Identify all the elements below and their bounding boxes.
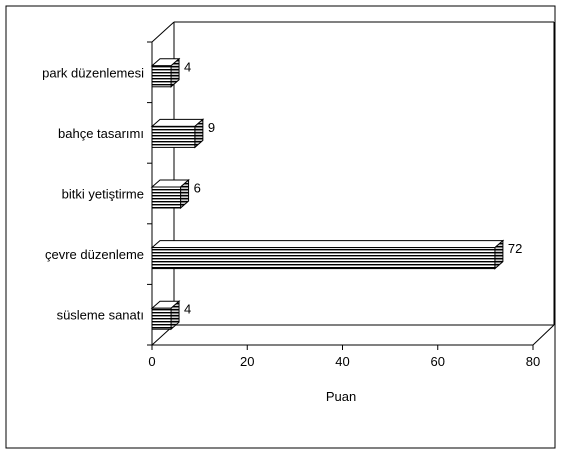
side-wall-top <box>151 21 175 43</box>
labels: park düzenlemesi 4 bahçe tasarımı 9 bitki ye… <box>42 59 522 322</box>
category-label: bahçe tasarımı <box>58 126 144 141</box>
category-label: çevre düzenleme <box>45 247 144 262</box>
bar-front-face <box>151 125 196 148</box>
x-tick-label: 80 <box>526 354 540 369</box>
data-label: 4 <box>184 302 191 317</box>
data-label: 4 <box>184 59 191 74</box>
bar-front-face <box>151 186 182 209</box>
category-label: park düzenlemesi <box>42 65 144 80</box>
data-label: 72 <box>508 241 522 256</box>
plot-frame <box>151 21 555 346</box>
x-axis-title: Puan <box>326 389 356 404</box>
bar-front-face <box>151 307 172 330</box>
x-tick-label: 20 <box>240 354 254 369</box>
bar <box>150 239 505 270</box>
category-label: süsleme sanatı <box>57 308 144 323</box>
floor-right-edge <box>532 324 555 346</box>
x-tick-label: 0 <box>148 354 155 369</box>
x-axis-ticks: 0 20 40 60 80 <box>148 345 540 369</box>
x-tick-label: 40 <box>335 354 349 369</box>
bar-top-face <box>150 240 505 249</box>
x-tick-label: 60 <box>431 354 445 369</box>
y-axis-ticks <box>147 41 152 346</box>
bars <box>150 57 505 331</box>
data-label: 9 <box>208 120 215 135</box>
bar-front-face <box>151 65 172 88</box>
bar <box>150 57 181 88</box>
category-label: bitki yetiştirme <box>62 187 144 202</box>
bar-front-face <box>151 247 496 270</box>
bar <box>150 178 190 210</box>
data-label: 6 <box>194 181 201 196</box>
bar <box>150 118 205 149</box>
bar <box>150 300 181 331</box>
bar-top-face <box>150 118 205 127</box>
